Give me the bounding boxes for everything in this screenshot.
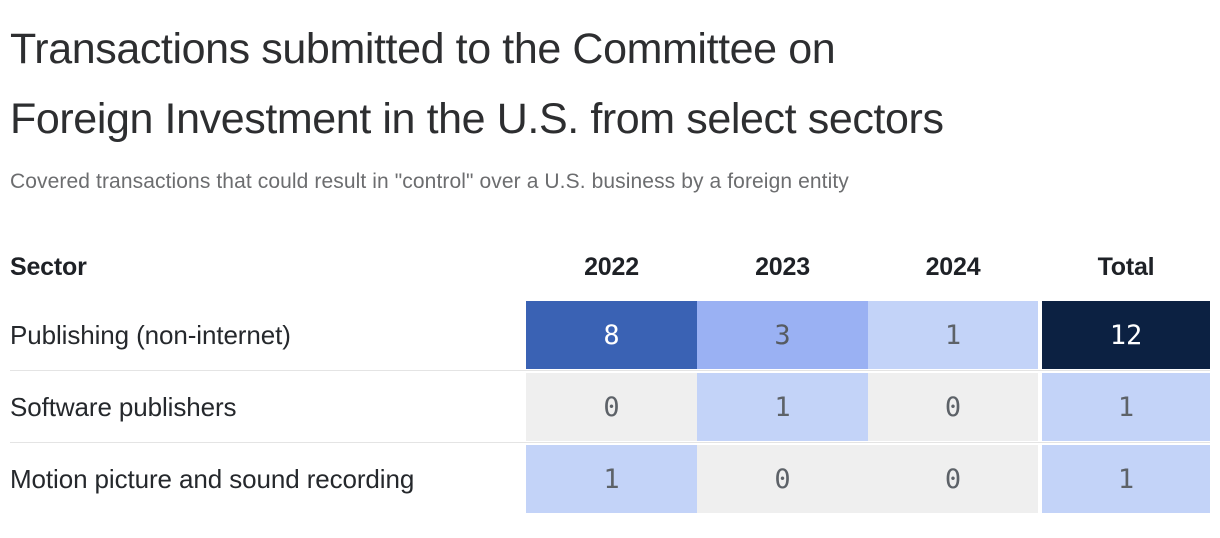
- heatmap-cell: 8: [526, 301, 697, 369]
- column-gap: [1038, 373, 1042, 441]
- heatmap-cell: 1: [526, 445, 697, 513]
- row-divider: [10, 369, 1210, 373]
- row-divider: [10, 441, 1210, 445]
- table-row: Publishing (non-internet) 8 3 1 12: [10, 301, 1210, 369]
- heatmap-cell: 0: [868, 445, 1038, 513]
- heatmap-cell: 0: [526, 373, 697, 441]
- page-title-line1: Transactions submitted to the Committee …: [10, 25, 836, 73]
- page-subtitle: Covered transactions that could result i…: [10, 170, 849, 193]
- column-header-total: Total: [1097, 252, 1155, 281]
- heatmap-cell-total: 1: [1042, 373, 1210, 441]
- table-header-row: Sector 2022 2023 2024 Total: [10, 252, 1210, 282]
- table-body: Publishing (non-internet) 8 3 1 12 Softw…: [10, 301, 1210, 513]
- page-title: Transactions submitted to the Committee …: [10, 14, 1210, 154]
- heatmap-cell: 0: [868, 373, 1038, 441]
- heatmap-cell: 0: [697, 445, 868, 513]
- table-row: Software publishers 0 1 0 1: [10, 373, 1210, 441]
- heatmap-cell: 3: [697, 301, 868, 369]
- table-row: Motion picture and sound recording 1 0 0…: [10, 445, 1210, 513]
- column-gap: [1038, 445, 1042, 513]
- column-gap: [1038, 301, 1042, 369]
- column-header-2023: 2023: [755, 252, 810, 281]
- heatmap-cell-total: 12: [1042, 301, 1210, 369]
- column-header-2022: 2022: [584, 252, 639, 281]
- sector-label: Software publishers: [10, 391, 237, 422]
- sector-label: Motion picture and sound recording: [10, 463, 415, 494]
- sector-label: Publishing (non-internet): [10, 319, 291, 350]
- heatmap-cell: 1: [697, 373, 868, 441]
- page-title-line2: Foreign Investment in the U.S. from sele…: [10, 95, 944, 143]
- chart-container: Transactions submitted to the Committee …: [0, 14, 1220, 513]
- column-header-sector: Sector: [10, 252, 87, 281]
- heatmap-cell: 1: [868, 301, 1038, 369]
- column-header-2024: 2024: [925, 252, 981, 281]
- heatmap-cell-total: 1: [1042, 445, 1210, 513]
